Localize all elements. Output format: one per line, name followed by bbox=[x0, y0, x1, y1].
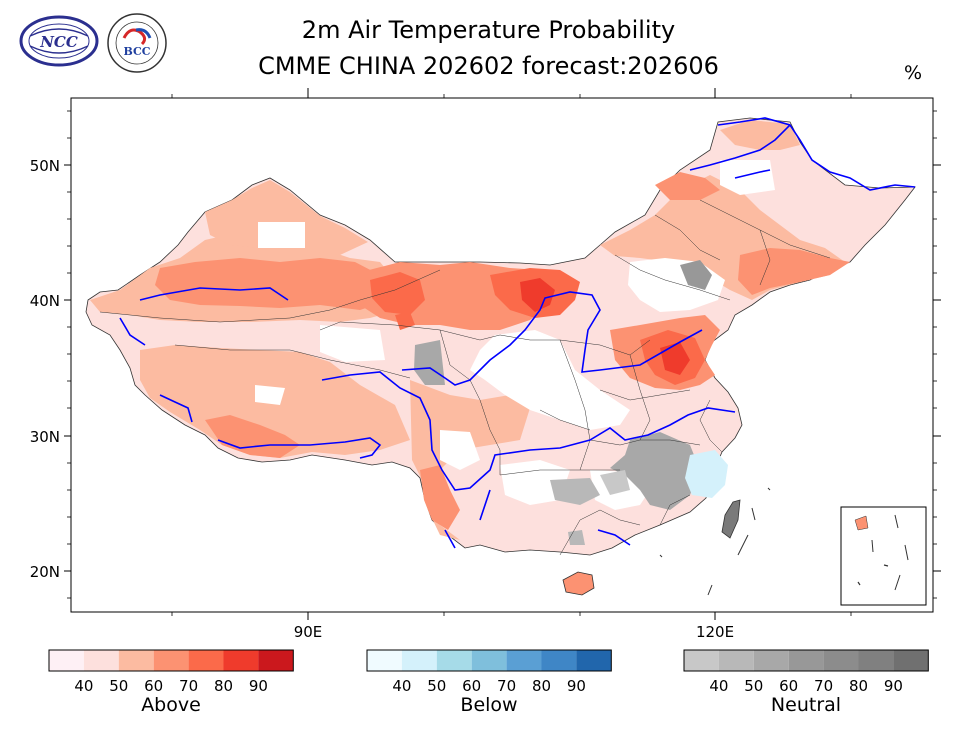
colorbar-neutral-tick-label: 80 bbox=[849, 677, 868, 695]
colorbar-below-tick-label: 40 bbox=[392, 677, 411, 695]
colorbar-above-tick-label: 70 bbox=[179, 677, 198, 695]
colorbar-neutral-tick-label: 70 bbox=[814, 677, 833, 695]
lat-label-30n: 30N bbox=[30, 428, 60, 446]
south-china-sea-inset bbox=[840, 506, 927, 606]
lon-label-90e: 90E bbox=[294, 623, 323, 641]
map-title: 2m Air Temperature Probability bbox=[301, 16, 676, 44]
colorbar-neutral-tick-label: 50 bbox=[744, 677, 763, 695]
colorbar-above-segment bbox=[153, 650, 189, 671]
colorbar-above-frame bbox=[48, 649, 294, 672]
china-landmass bbox=[85, 117, 927, 606]
colorbar-below-segment bbox=[506, 650, 542, 671]
colorbar-label-neutral: Neutral bbox=[770, 694, 842, 716]
colorbar-below-tick-label: 70 bbox=[497, 677, 516, 695]
colorbar-below-tick-label: 50 bbox=[427, 677, 446, 695]
ncc-logo: NCC bbox=[19, 15, 99, 67]
colorbar-neutral-tick-label: 60 bbox=[779, 677, 798, 695]
bcc-logo: BCC bbox=[107, 13, 167, 73]
colorbar-above-segment bbox=[223, 650, 259, 671]
svg-text:NCC: NCC bbox=[39, 33, 78, 51]
colorbar-neutral-segment bbox=[858, 650, 894, 671]
colorbar-below-segment bbox=[436, 650, 472, 671]
colorbar-below-tick-label: 90 bbox=[567, 677, 586, 695]
colorbar-above-segment bbox=[258, 650, 294, 671]
colorbar-below-segment bbox=[401, 650, 437, 671]
colorbar-neutral-tick-label: 90 bbox=[884, 677, 903, 695]
colorbar-below-tick-label: 60 bbox=[462, 677, 481, 695]
colorbar-neutral-tick-label: 40 bbox=[709, 677, 728, 695]
colorbar-below-segment bbox=[367, 650, 402, 671]
colorbar-above-tick-label: 90 bbox=[249, 677, 268, 695]
colorbar-neutral-segment bbox=[893, 650, 929, 671]
map-subtitle: CMME CHINA 202602 forecast:202606 bbox=[258, 52, 719, 80]
colorbar-neutral-segment bbox=[753, 650, 789, 671]
axis-ticks bbox=[64, 88, 941, 620]
colorbar-above-tick-label: 40 bbox=[74, 677, 93, 695]
colorbar-above-tick-label: 50 bbox=[109, 677, 128, 695]
colorbar-label-above: Above bbox=[141, 694, 201, 716]
colorbar-below-frame bbox=[366, 649, 612, 672]
colorbar-neutral-segment bbox=[823, 650, 859, 671]
colorbar-neutral-segment bbox=[788, 650, 824, 671]
colorbar-above-tick-label: 60 bbox=[144, 677, 163, 695]
colorbar-neutral-segment bbox=[684, 650, 719, 671]
lat-label-50n: 50N bbox=[30, 157, 60, 175]
colorbar-above-segment bbox=[83, 650, 119, 671]
colorbar-above-segment bbox=[188, 650, 224, 671]
colorbar-below-segment bbox=[471, 650, 507, 671]
bcc-logo-text: BCC bbox=[123, 45, 150, 58]
colorbar-above-segment bbox=[118, 650, 154, 671]
rivers bbox=[119, 117, 916, 549]
colorbars: 40 50 60 70 80 90 40 50 60 70 80 90 40 50 60 70 80 90 bbox=[48, 649, 929, 695]
map-frame bbox=[70, 97, 934, 613]
colorbar-below-segment bbox=[541, 650, 577, 671]
lat-label-40n: 40N bbox=[30, 292, 60, 310]
lon-label-120e: 120E bbox=[696, 623, 734, 641]
colorbar-below-segment bbox=[576, 650, 612, 671]
colorbar-label-below: Below bbox=[460, 694, 518, 716]
unit-label: % bbox=[904, 62, 923, 84]
colorbar-below-tick-label: 80 bbox=[532, 677, 551, 695]
colorbar-neutral-frame bbox=[683, 649, 929, 672]
colorbar-above-tick-label: 80 bbox=[214, 677, 233, 695]
lat-label-20n: 20N bbox=[30, 563, 60, 581]
colorbar-neutral-segment bbox=[718, 650, 754, 671]
colorbar-above-segment bbox=[49, 650, 84, 671]
